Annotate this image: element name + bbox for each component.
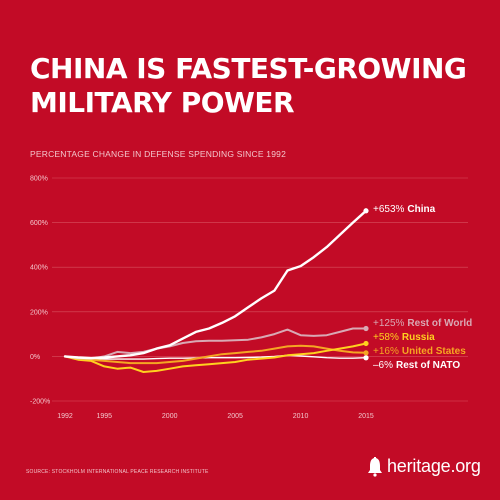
series-label-name: China	[407, 204, 435, 215]
series-line-rest-of-world	[64, 327, 367, 360]
x-tick-label: 2015	[358, 413, 374, 420]
y-tick-label: -200%	[30, 399, 50, 406]
series-line-russia	[64, 342, 367, 373]
series-end-point	[363, 208, 369, 214]
liberty-bell-icon	[368, 456, 382, 477]
x-tick-label: 2005	[227, 413, 243, 420]
title-line-1: CHINA IS FASTEST-GROWING	[30, 52, 467, 85]
series-end-point	[363, 340, 369, 347]
series-label-rest-of-nato: –6% Rest of NATO	[373, 360, 460, 371]
x-axis-ticks: 1992 1995 2000 2005 2010 2015	[57, 413, 374, 420]
series-label-name: Russia	[402, 332, 435, 343]
y-axis-ticks: 800% 600% 400% 200% 0% -200%	[30, 176, 50, 406]
series-line-rest-of-nato	[64, 354, 367, 360]
series-end-labels: –6% Rest of NATO+16% United States+58% Russ…	[373, 204, 472, 371]
series-label-russia: +58% Russia	[373, 332, 435, 343]
series-line-china	[63, 209, 368, 360]
source-note: SOURCE: STOCKHOLM INTERNATIONAL PEACE RE…	[26, 469, 209, 475]
series-label-united-states: +16% United States	[373, 346, 466, 357]
series-line-united-states	[64, 344, 367, 365]
x-tick-label: 1992	[57, 413, 73, 420]
x-tick-label: 1995	[96, 413, 112, 420]
series-end-point	[363, 350, 369, 356]
chart-subtitle: PERCENTAGE CHANGE IN DEFENSE SPENDING SI…	[30, 149, 287, 159]
x-tick-label: 2000	[162, 413, 178, 420]
series-label-value: +653%	[373, 204, 405, 215]
series-end-point	[363, 325, 369, 332]
series-label-value: +58%	[373, 332, 399, 343]
series-label-value: –6%	[373, 360, 393, 371]
series-label-rest-of-world: +125% Rest of World	[373, 318, 472, 329]
series-label-name: Rest of NATO	[396, 360, 460, 371]
x-tick-label: 2010	[293, 413, 309, 420]
y-tick-label: 400%	[30, 265, 48, 272]
series-label-china: +653% China	[373, 204, 436, 215]
title-line-2: MILITARY POWER	[30, 86, 295, 119]
y-tick-label: 600%	[30, 220, 48, 227]
logo-text: heritage.org	[387, 456, 481, 476]
grid-lines	[52, 177, 468, 402]
y-tick-label: 200%	[30, 309, 48, 316]
series-label-name: United States	[402, 346, 466, 357]
y-tick-label: 0%	[30, 354, 40, 361]
chart-title: CHINA IS FASTEST-GROWING MILITARY POWER	[30, 52, 467, 120]
series-label-value: +16%	[373, 346, 399, 357]
series-label-name: Rest of World	[407, 318, 472, 329]
series-lines	[63, 208, 369, 373]
series-label-value: +125%	[373, 318, 405, 329]
series-end-point	[363, 355, 369, 361]
heritage-logo[interactable]: heritage.org	[366, 456, 481, 477]
y-tick-label: 800%	[30, 176, 48, 183]
